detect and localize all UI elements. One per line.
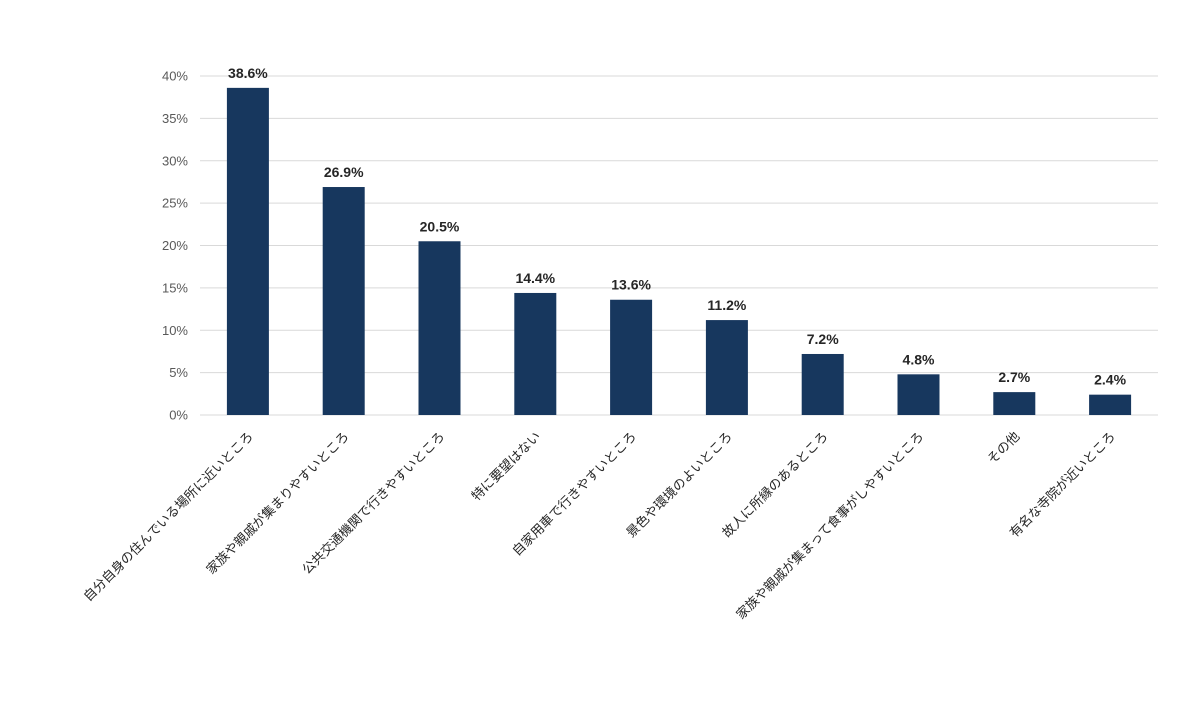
bar (226, 87, 269, 416)
bar (514, 292, 557, 415)
data-label: 11.2% (707, 297, 746, 313)
data-label: 2.4% (1094, 372, 1126, 388)
y-tick-label: 30% (162, 153, 188, 168)
data-label: 2.7% (998, 369, 1030, 385)
data-labels: 38.6% 26.9% 20.5% 14.4% 13.6% 11.2% 7.2% 4.8% 2.… (228, 65, 1127, 388)
bar (705, 320, 748, 415)
bar (322, 187, 365, 415)
bars (226, 87, 1132, 416)
x-tick-label: 自分自身の住んでいる場所に近いところ (80, 429, 256, 605)
bar (801, 353, 844, 415)
data-label: 4.8% (903, 351, 935, 367)
data-label: 26.9% (324, 164, 364, 180)
y-tick-label: 40% (162, 69, 188, 84)
bar (897, 374, 940, 415)
x-axis-ticks: 自分自身の住んでいる場所に近いところ家族や親戚が集まりやすいところ公共交通機関で… (80, 429, 1119, 623)
bar (993, 392, 1036, 415)
y-axis-ticks: 0% 5% 10% 15% 20% 25% 30% 35% 40% (162, 69, 188, 423)
data-label: 7.2% (807, 331, 839, 347)
data-label: 20.5% (420, 218, 460, 234)
x-tick-label: 景色や環境のよいところ (623, 429, 735, 541)
y-tick-label: 20% (162, 238, 188, 253)
y-tick-label: 35% (162, 111, 188, 126)
data-label: 14.4% (515, 270, 555, 286)
y-tick-label: 0% (169, 408, 188, 423)
data-label: 13.6% (611, 277, 651, 293)
x-tick-label: 有名な寺院が近いところ (1006, 429, 1118, 541)
x-tick-label: その他 (985, 429, 1023, 467)
bar (418, 241, 461, 415)
y-tick-label: 25% (162, 196, 188, 211)
x-tick-label: 家族や親戚が集まって食事がしやすいところ (733, 429, 927, 623)
bar (610, 299, 653, 415)
bar (1089, 394, 1132, 415)
x-tick-label: 特に要望はない (468, 429, 544, 505)
x-tick-label: 故人に所縁のあるところ (719, 429, 831, 541)
y-tick-label: 15% (162, 280, 188, 295)
y-tick-label: 5% (169, 365, 188, 380)
data-label: 38.6% (228, 65, 268, 81)
y-tick-label: 10% (162, 323, 188, 338)
